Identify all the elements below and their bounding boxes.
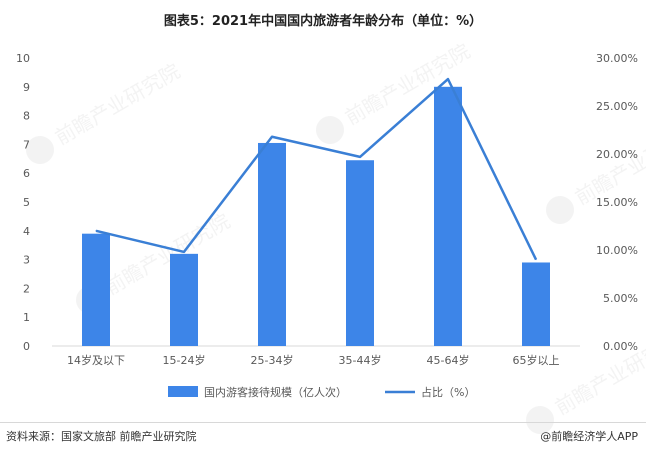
watermark-logo (526, 406, 554, 434)
bar-15-24岁 (170, 253, 198, 346)
x-tick-label: 35-44岁 (339, 353, 382, 367)
y-left-tick-label: 7 (23, 138, 30, 151)
share-point (359, 156, 361, 158)
brand-credit: @前瞻经济学人APP (540, 430, 638, 443)
footer-divider (0, 422, 646, 423)
x-tick-label: 45-64岁 (427, 353, 470, 367)
y-right-tick-label: 25.00% (596, 100, 638, 113)
y-left-tick-label: 8 (23, 110, 30, 123)
watermark: 前瞻产业研究院 (26, 59, 184, 164)
watermark-text: 前瞻产业研究院 (101, 209, 234, 300)
legend: 国内游客接待规模（亿人次） 占比（%） (168, 385, 475, 399)
legend-label-line: 占比（%） (421, 385, 475, 399)
bar-25-34岁 (258, 142, 286, 346)
watermark-logo (26, 136, 54, 164)
bar-65岁以上 (522, 262, 550, 346)
bar-45-64岁 (434, 86, 462, 347)
watermark-logo (316, 116, 344, 144)
x-tick-label: 15-24岁 (163, 353, 206, 367)
share-point (535, 259, 537, 261)
y-left-tick-label: 0 (23, 340, 30, 353)
y-left-tick-label: 10 (16, 52, 30, 65)
share-line (95, 77, 538, 261)
share-point (271, 136, 273, 138)
legend-label-bar: 国内游客接待规模（亿人次） (204, 385, 347, 399)
x-tick-label: 14岁及以下 (67, 353, 125, 367)
y-left-tick-label: 1 (23, 311, 30, 324)
chart-title: 图表5：2021年中国国内旅游者年龄分布（单位：%） (163, 14, 483, 29)
watermark-text: 前瞻产业研究院 (51, 59, 184, 150)
source-note: 资料来源：国家文旅部 前瞻产业研究院 (6, 430, 197, 443)
watermark: 前瞻产业研究院 (546, 119, 646, 224)
y-left-tick-label: 2 (23, 282, 30, 295)
share-point (95, 230, 97, 232)
y-right-tick-label: 0.00% (603, 340, 638, 353)
y-left-tick-label: 6 (23, 167, 30, 180)
plot-area: 0 1 2 3 4 5 6 7 8 9 10 0.00% 5.00% 10.00% 15.00% 20.00%… (16, 52, 638, 367)
x-tick-label: 25-34岁 (251, 353, 294, 367)
x-tick-label: 65岁以上 (513, 353, 560, 367)
legend-swatch-bar (168, 386, 198, 397)
watermark-logo (546, 196, 574, 224)
y-left-tick-label: 5 (23, 196, 30, 209)
y-left-tick-label: 4 (23, 225, 30, 238)
bar-35-44岁 (346, 160, 374, 346)
share-point (183, 251, 185, 253)
bar-14岁及以下 (82, 233, 110, 346)
y-right-tick-label: 30.00% (596, 52, 638, 65)
y-left-tick-label: 3 (23, 254, 30, 267)
y-right-tick-label: 20.00% (596, 148, 638, 161)
y-right-tick-label: 5.00% (603, 292, 638, 305)
y-right-tick-label: 15.00% (596, 196, 638, 209)
share-point (447, 78, 449, 80)
y-left-tick-label: 9 (23, 81, 30, 94)
y-right-tick-label: 10.00% (596, 244, 638, 257)
